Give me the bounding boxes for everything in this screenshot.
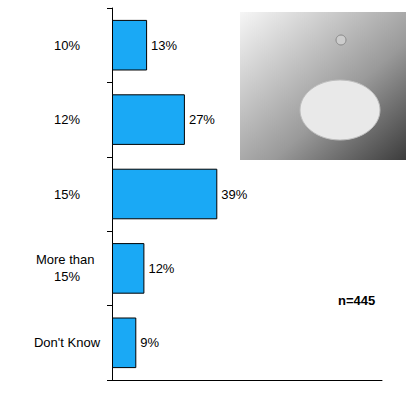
svg-text:12%: 12% xyxy=(148,261,174,276)
svg-text:15%: 15% xyxy=(54,187,80,202)
svg-text:39%: 39% xyxy=(221,187,247,202)
svg-text:n=445: n=445 xyxy=(338,293,375,308)
svg-text:10%: 10% xyxy=(54,38,80,53)
svg-text:15%: 15% xyxy=(54,269,80,284)
svg-text:12%: 12% xyxy=(54,112,80,127)
svg-text:Don't Know: Don't Know xyxy=(34,335,101,350)
svg-text:27%: 27% xyxy=(189,112,215,127)
svg-text:9%: 9% xyxy=(140,335,159,350)
svg-text:13%: 13% xyxy=(151,38,177,53)
svg-text:More than: More than xyxy=(36,252,98,267)
